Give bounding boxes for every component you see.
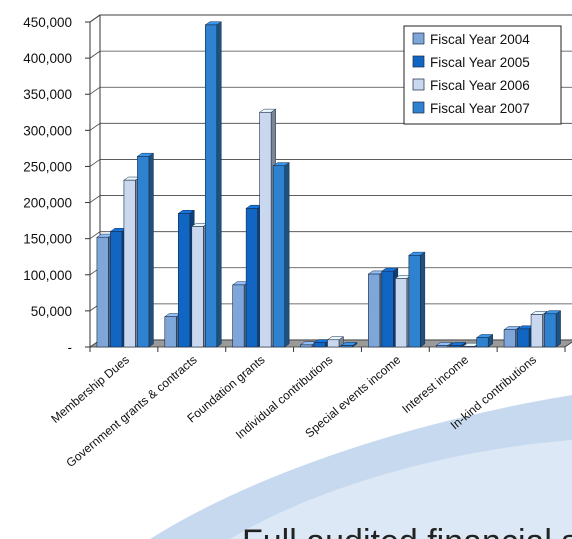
background-swoosh <box>150 395 572 539</box>
legend-swatch <box>412 55 425 68</box>
legend-item: Fiscal Year 2007 <box>412 101 530 116</box>
gridline-depth <box>89 50 101 59</box>
gridline-depth <box>89 86 101 95</box>
legend-item: Fiscal Year 2006 <box>412 78 530 93</box>
bar <box>448 341 467 348</box>
bar <box>408 251 426 348</box>
gridline-depth <box>89 195 101 203</box>
bar <box>272 162 290 348</box>
gridline-depth <box>89 231 101 239</box>
legend-swatch <box>412 78 425 91</box>
bar <box>136 152 155 348</box>
legend-label: Fiscal Year 2006 <box>430 78 530 93</box>
y-tick-label: 100,000 <box>23 268 72 283</box>
legend-label: Fiscal Year 2007 <box>430 101 530 116</box>
legend-label: Fiscal Year 2004 <box>430 32 530 47</box>
y-tick-label: 400,000 <box>23 51 72 66</box>
footer-text: Full audited financial st <box>242 523 572 539</box>
legend-box <box>403 25 562 125</box>
y-axis-ticks: - 50,000 100,000 150,000 200,000 250,000 300,0… <box>23 15 90 355</box>
y-tick-label: 150,000 <box>23 232 72 247</box>
legend: Fiscal Year 2004 Fiscal Year 2005 Fiscal Y… <box>403 25 562 125</box>
bar <box>543 310 562 348</box>
legend-item: Fiscal Year 2005 <box>412 55 530 70</box>
bars <box>96 21 562 348</box>
y-tick-label: 50,000 <box>31 304 72 319</box>
gridline-depth <box>89 159 101 167</box>
y-tick-label: 250,000 <box>23 159 72 174</box>
gridline-depth <box>89 123 101 131</box>
y-tick-label: 350,000 <box>23 87 72 102</box>
gridline-depth <box>89 14 101 23</box>
legend-item: Fiscal Year 2004 <box>412 32 530 47</box>
y-tick-label: 200,000 <box>23 196 72 211</box>
y-tick-label: 300,000 <box>23 123 72 138</box>
bar <box>340 341 358 348</box>
y-tick-label: - <box>68 340 73 355</box>
bar <box>475 333 494 348</box>
y-tick-label: 450,000 <box>23 15 72 30</box>
legend-swatch <box>412 32 425 45</box>
category-label: Government grants & contracts <box>63 353 199 470</box>
category-label: Interest income <box>399 352 471 416</box>
legend-swatch <box>412 101 425 114</box>
legend-label: Fiscal Year 2005 <box>430 55 530 70</box>
bar <box>204 21 223 348</box>
